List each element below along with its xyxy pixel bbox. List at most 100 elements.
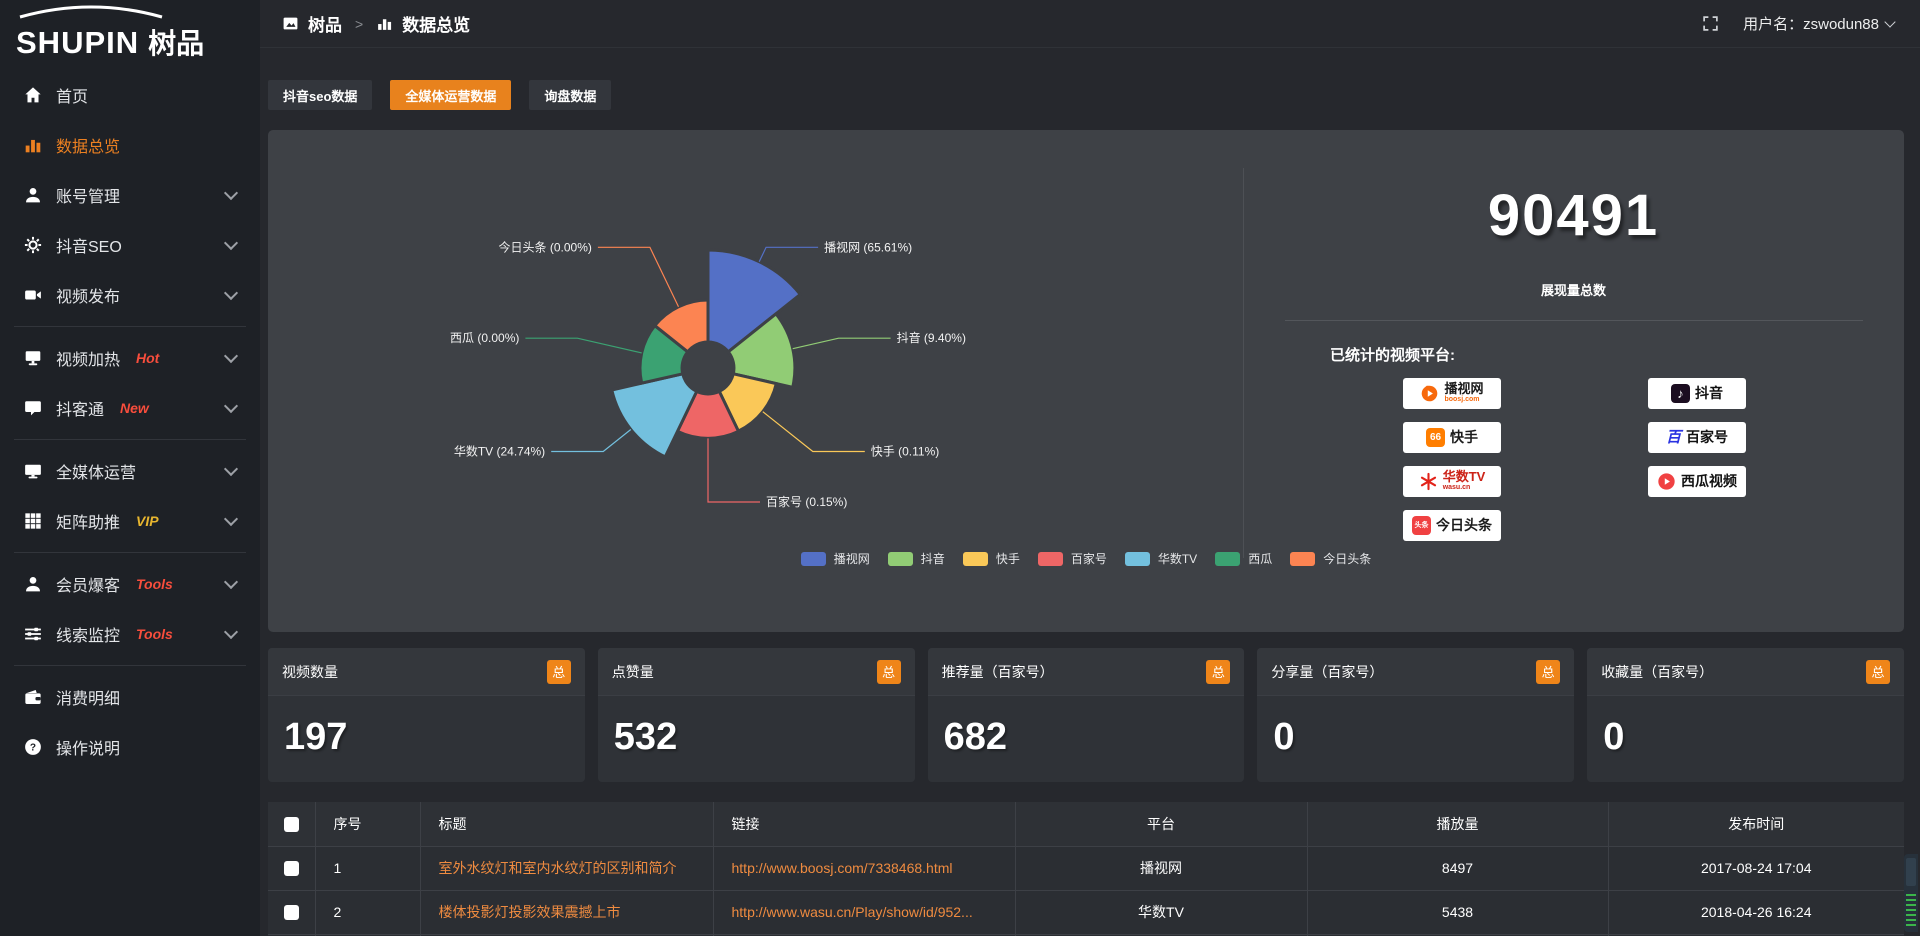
chevron-down-icon	[223, 624, 239, 640]
cell-link[interactable]: http://www.wasu.cn/Play/show/id/952...	[712, 890, 1015, 934]
sidebar-item[interactable]: 线索监控 Tools	[0, 609, 260, 659]
breadcrumb: 树品 > 数据总览	[282, 11, 470, 36]
cell-title[interactable]: 室外水纹灯和室内水纹灯的区别和简介	[419, 846, 713, 890]
legend-item[interactable]: 百家号	[1037, 550, 1107, 567]
sidebar-item-label: 抖客通	[56, 402, 105, 419]
cell-link[interactable]: http://www.boosj.com/7338468.html	[712, 846, 1015, 890]
legend-item[interactable]: 西瓜	[1215, 550, 1272, 567]
sidebar-item[interactable]: 抖音SEO	[0, 220, 260, 270]
legend-label: 抖音	[920, 552, 945, 566]
legend-item[interactable]: 播视网	[800, 550, 870, 567]
total-badge: 总	[1536, 659, 1561, 684]
sidebar-item-label: 线索监控	[56, 628, 121, 645]
sidebar-item-tag: Tools	[136, 626, 173, 642]
column-header: 发布时间	[1607, 802, 1904, 846]
sidebar-item[interactable]: 消费明细	[0, 672, 260, 722]
chevron-down-icon	[223, 185, 239, 201]
row-checkbox[interactable]	[283, 861, 299, 877]
sidebar: SHUPIN 树品 首页 数据总览 账号管理 抖音SEO 视频发布 视频加热 Hot 抖客通 N…	[0, 0, 260, 936]
stat-card-title: 视频数量	[282, 663, 338, 680]
platform-name: 华数TV	[1442, 469, 1486, 485]
legend-label: 华数TV	[1157, 552, 1198, 566]
sidebar-item[interactable]: 抖客通 New	[0, 383, 260, 433]
sliders-icon	[24, 625, 42, 643]
chevron-down-icon	[223, 461, 239, 477]
sidebar-item[interactable]: 会员爆客 Tools	[0, 559, 260, 609]
question-icon: ?	[24, 738, 42, 756]
stat-card-header: 分享量（百家号） 总	[1257, 648, 1575, 696]
tab[interactable]: 询盘数据	[529, 80, 612, 110]
pie-slice[interactable]	[726, 311, 797, 390]
sidebar-item[interactable]: 首页	[0, 70, 260, 120]
breadcrumb-separator: >	[355, 15, 364, 32]
legend-item[interactable]: 快手	[962, 550, 1020, 567]
menu-divider	[14, 439, 246, 440]
sidebar-item-label: 首页	[56, 89, 89, 106]
platform-name: 快手	[1450, 429, 1478, 446]
sidebar-item[interactable]: 全媒体运营	[0, 446, 260, 496]
stat-card-header: 视频数量 总	[268, 648, 585, 696]
cell-title[interactable]: 楼体投影灯投影效果震撼上市	[419, 890, 713, 934]
row-checkbox[interactable]	[283, 905, 299, 921]
pie-slice[interactable]	[706, 248, 803, 354]
menu-divider	[14, 326, 246, 327]
chevron-down-icon	[223, 285, 239, 301]
chevron-down-icon	[223, 511, 239, 527]
pie-label-line	[792, 337, 891, 350]
bar-chart-icon	[24, 136, 42, 154]
platform-badge: 播视网 boosj.com	[1403, 378, 1501, 409]
platform-subtext: wasu.cn	[1442, 484, 1471, 492]
stat-card-title: 点赞量	[611, 663, 654, 680]
legend-item[interactable]: 抖音	[887, 550, 945, 567]
stat-card-title: 分享量（百家号）	[1271, 663, 1384, 680]
sidebar-item[interactable]: 视频发布	[0, 270, 260, 320]
select-all-checkbox[interactable]	[283, 817, 299, 833]
legend-item[interactable]: 华数TV	[1124, 550, 1198, 567]
legend-item[interactable]: 今日头条	[1290, 550, 1371, 567]
cell-platform: 华数TV	[1014, 890, 1307, 934]
sidebar-item[interactable]: 数据总览	[0, 120, 260, 170]
stat-card-value: 197	[284, 716, 348, 758]
pie-slice[interactable]	[717, 372, 779, 434]
platform-badge: 头条 今日头条	[1403, 510, 1501, 541]
wallet-icon	[24, 688, 42, 706]
breadcrumb-root[interactable]: 树品	[308, 16, 342, 35]
column-header: 序号	[314, 802, 420, 846]
pie-slice[interactable]	[675, 389, 741, 440]
horizontal-divider	[1285, 320, 1863, 321]
legend-swatch	[1290, 551, 1316, 566]
sidebar-item[interactable]: 视频加热 Hot	[0, 333, 260, 383]
tab[interactable]: 全媒体运营数据	[390, 80, 512, 110]
sidebar-item[interactable]: ? 操作说明	[0, 722, 260, 772]
sidebar-item-label: 抖音SEO	[56, 239, 122, 256]
pie-slice[interactable]	[610, 372, 699, 459]
sidebar-item[interactable]: 账号管理	[0, 170, 260, 220]
user-menu[interactable]: 用户名：zswodun88	[1743, 13, 1896, 34]
stat-card-title: 推荐量（百家号）	[941, 663, 1054, 680]
summary-pane: 90491 展现量总数 已统计的视频平台: 播视网 boosj.com 66 快手 华数…	[1243, 130, 1904, 632]
floating-widget[interactable]	[1904, 854, 1918, 932]
stat-card-header: 收藏量（百家号） 总	[1587, 648, 1904, 696]
pie-slice[interactable]	[652, 298, 710, 354]
total-badge: 总	[1206, 659, 1231, 684]
platform-badge: ♪ 抖音	[1648, 378, 1746, 409]
breadcrumb-current[interactable]: 数据总览	[402, 16, 471, 35]
fullscreen-icon[interactable]	[1702, 15, 1719, 32]
platform-badge: 西瓜视频	[1648, 466, 1746, 497]
chevron-down-icon	[1884, 16, 1896, 28]
pie-label-line	[597, 246, 680, 307]
column-header: 标题	[419, 802, 713, 846]
sidebar-item-tag: Hot	[136, 350, 160, 366]
column-header: 平台	[1014, 802, 1307, 846]
total-badge: 总	[876, 659, 901, 684]
pie-label: 百家号 (0.15%)	[766, 494, 847, 509]
table-row: 1 室外水纹灯和室内水纹灯的区别和简介 http://www.boosj.com/7…	[268, 846, 1904, 890]
sidebar-item-tag: Tools	[136, 576, 173, 592]
pie-slice[interactable]	[638, 323, 690, 385]
tab[interactable]: 抖音seo数据	[268, 80, 373, 110]
sidebar-item[interactable]: 矩阵助推 VIP	[0, 496, 260, 546]
sidebar-item-tag: New	[120, 400, 149, 416]
platform-name: 抖音	[1695, 385, 1723, 402]
sidebar-item-label: 视频加热	[56, 352, 121, 369]
